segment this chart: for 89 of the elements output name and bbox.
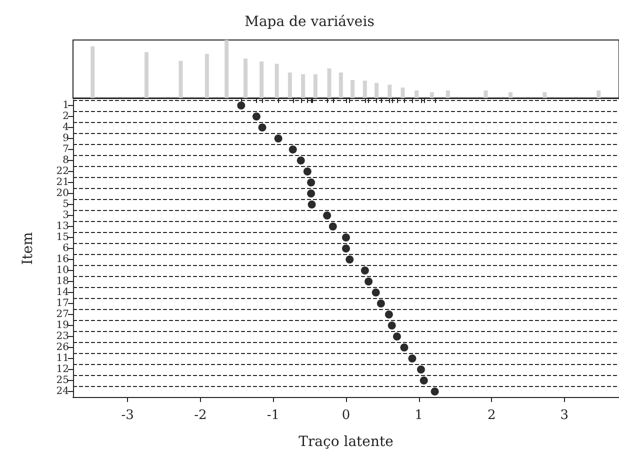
point — [237, 102, 246, 110]
y-tick-label: 25 — [56, 375, 69, 386]
x-tick-label: -2 — [194, 408, 207, 423]
x-tick-label: -3 — [121, 408, 134, 423]
y-tick-label: 20 — [56, 188, 69, 199]
x-tick-label: 0 — [342, 408, 350, 423]
y-tick-label: 15 — [56, 232, 69, 243]
y-tick-label: 5 — [62, 199, 69, 210]
point — [400, 344, 408, 352]
x-tick-label: 1 — [414, 408, 423, 423]
point — [288, 146, 297, 154]
y-tick-label: 27 — [56, 309, 69, 320]
bar — [288, 72, 292, 98]
y-tick-label: 18 — [56, 276, 69, 287]
point — [342, 244, 350, 252]
y-axis-title: Item — [20, 232, 36, 265]
y-tick-label: 13 — [56, 221, 69, 232]
point — [384, 310, 393, 318]
bar — [244, 58, 248, 98]
bar — [178, 60, 183, 98]
bar — [338, 72, 343, 98]
y-tick-label: 6 — [62, 243, 69, 254]
y-tick-label: 8 — [62, 155, 69, 166]
point — [388, 322, 396, 330]
chart-title: Mapa de variáveis — [244, 14, 374, 30]
x-tick-label: -1 — [266, 408, 280, 423]
bar — [144, 52, 149, 98]
y-tick-label: 11 — [56, 353, 69, 364]
bar — [374, 82, 379, 98]
point — [346, 256, 354, 264]
y-tick-label: 1 — [62, 100, 69, 111]
y-tick-label: 23 — [56, 331, 69, 342]
bar — [508, 92, 513, 98]
y-tick-label: 17 — [56, 298, 69, 309]
x-tick-label: 2 — [487, 408, 496, 423]
y-tick-label: 24 — [56, 386, 69, 397]
bar — [327, 68, 332, 98]
bar — [414, 90, 419, 98]
point — [307, 190, 316, 198]
point — [408, 354, 416, 362]
bar — [224, 40, 229, 98]
y-tick-label: 3 — [62, 210, 69, 221]
bar — [400, 88, 405, 98]
bar — [446, 90, 450, 98]
point — [376, 300, 385, 308]
y-tick-label: 9 — [62, 133, 69, 144]
point — [303, 168, 312, 176]
bar — [362, 80, 367, 98]
bar — [430, 92, 434, 98]
y-tick-label: 16 — [56, 254, 69, 265]
bar — [301, 74, 306, 98]
point — [392, 332, 401, 340]
bar — [484, 90, 488, 98]
point — [274, 134, 282, 142]
bar — [313, 74, 318, 98]
bar — [350, 80, 355, 98]
point — [296, 156, 305, 164]
y-tick-label: 12 — [56, 364, 69, 375]
y-tick-label: 21 — [56, 177, 69, 188]
bar — [388, 84, 392, 98]
bar — [260, 61, 264, 98]
bar — [204, 54, 209, 98]
y-tick-label: 19 — [56, 320, 69, 331]
bar — [274, 64, 279, 98]
point — [420, 376, 428, 384]
y-tick-label: 2 — [62, 111, 69, 122]
point — [360, 266, 369, 274]
point — [323, 212, 332, 220]
y-tick-label: 7 — [62, 144, 69, 155]
x-axis-title: Traço latente — [298, 434, 394, 450]
y-tick-label: 10 — [56, 265, 69, 276]
bar — [596, 90, 601, 98]
point — [258, 124, 266, 132]
point — [372, 288, 380, 296]
point — [342, 234, 350, 242]
point — [308, 200, 316, 208]
bar — [90, 46, 95, 98]
y-tick-label: 26 — [56, 342, 69, 353]
point — [416, 366, 425, 374]
y-tick-label: 4 — [62, 122, 69, 133]
point — [430, 388, 439, 396]
x-tick-label: 3 — [560, 408, 569, 423]
point — [328, 222, 337, 230]
bar — [542, 92, 547, 98]
y-tick-label: 14 — [56, 287, 69, 298]
point — [307, 178, 316, 186]
y-tick-label: 22 — [56, 166, 69, 177]
point — [252, 112, 260, 120]
point — [364, 278, 373, 286]
